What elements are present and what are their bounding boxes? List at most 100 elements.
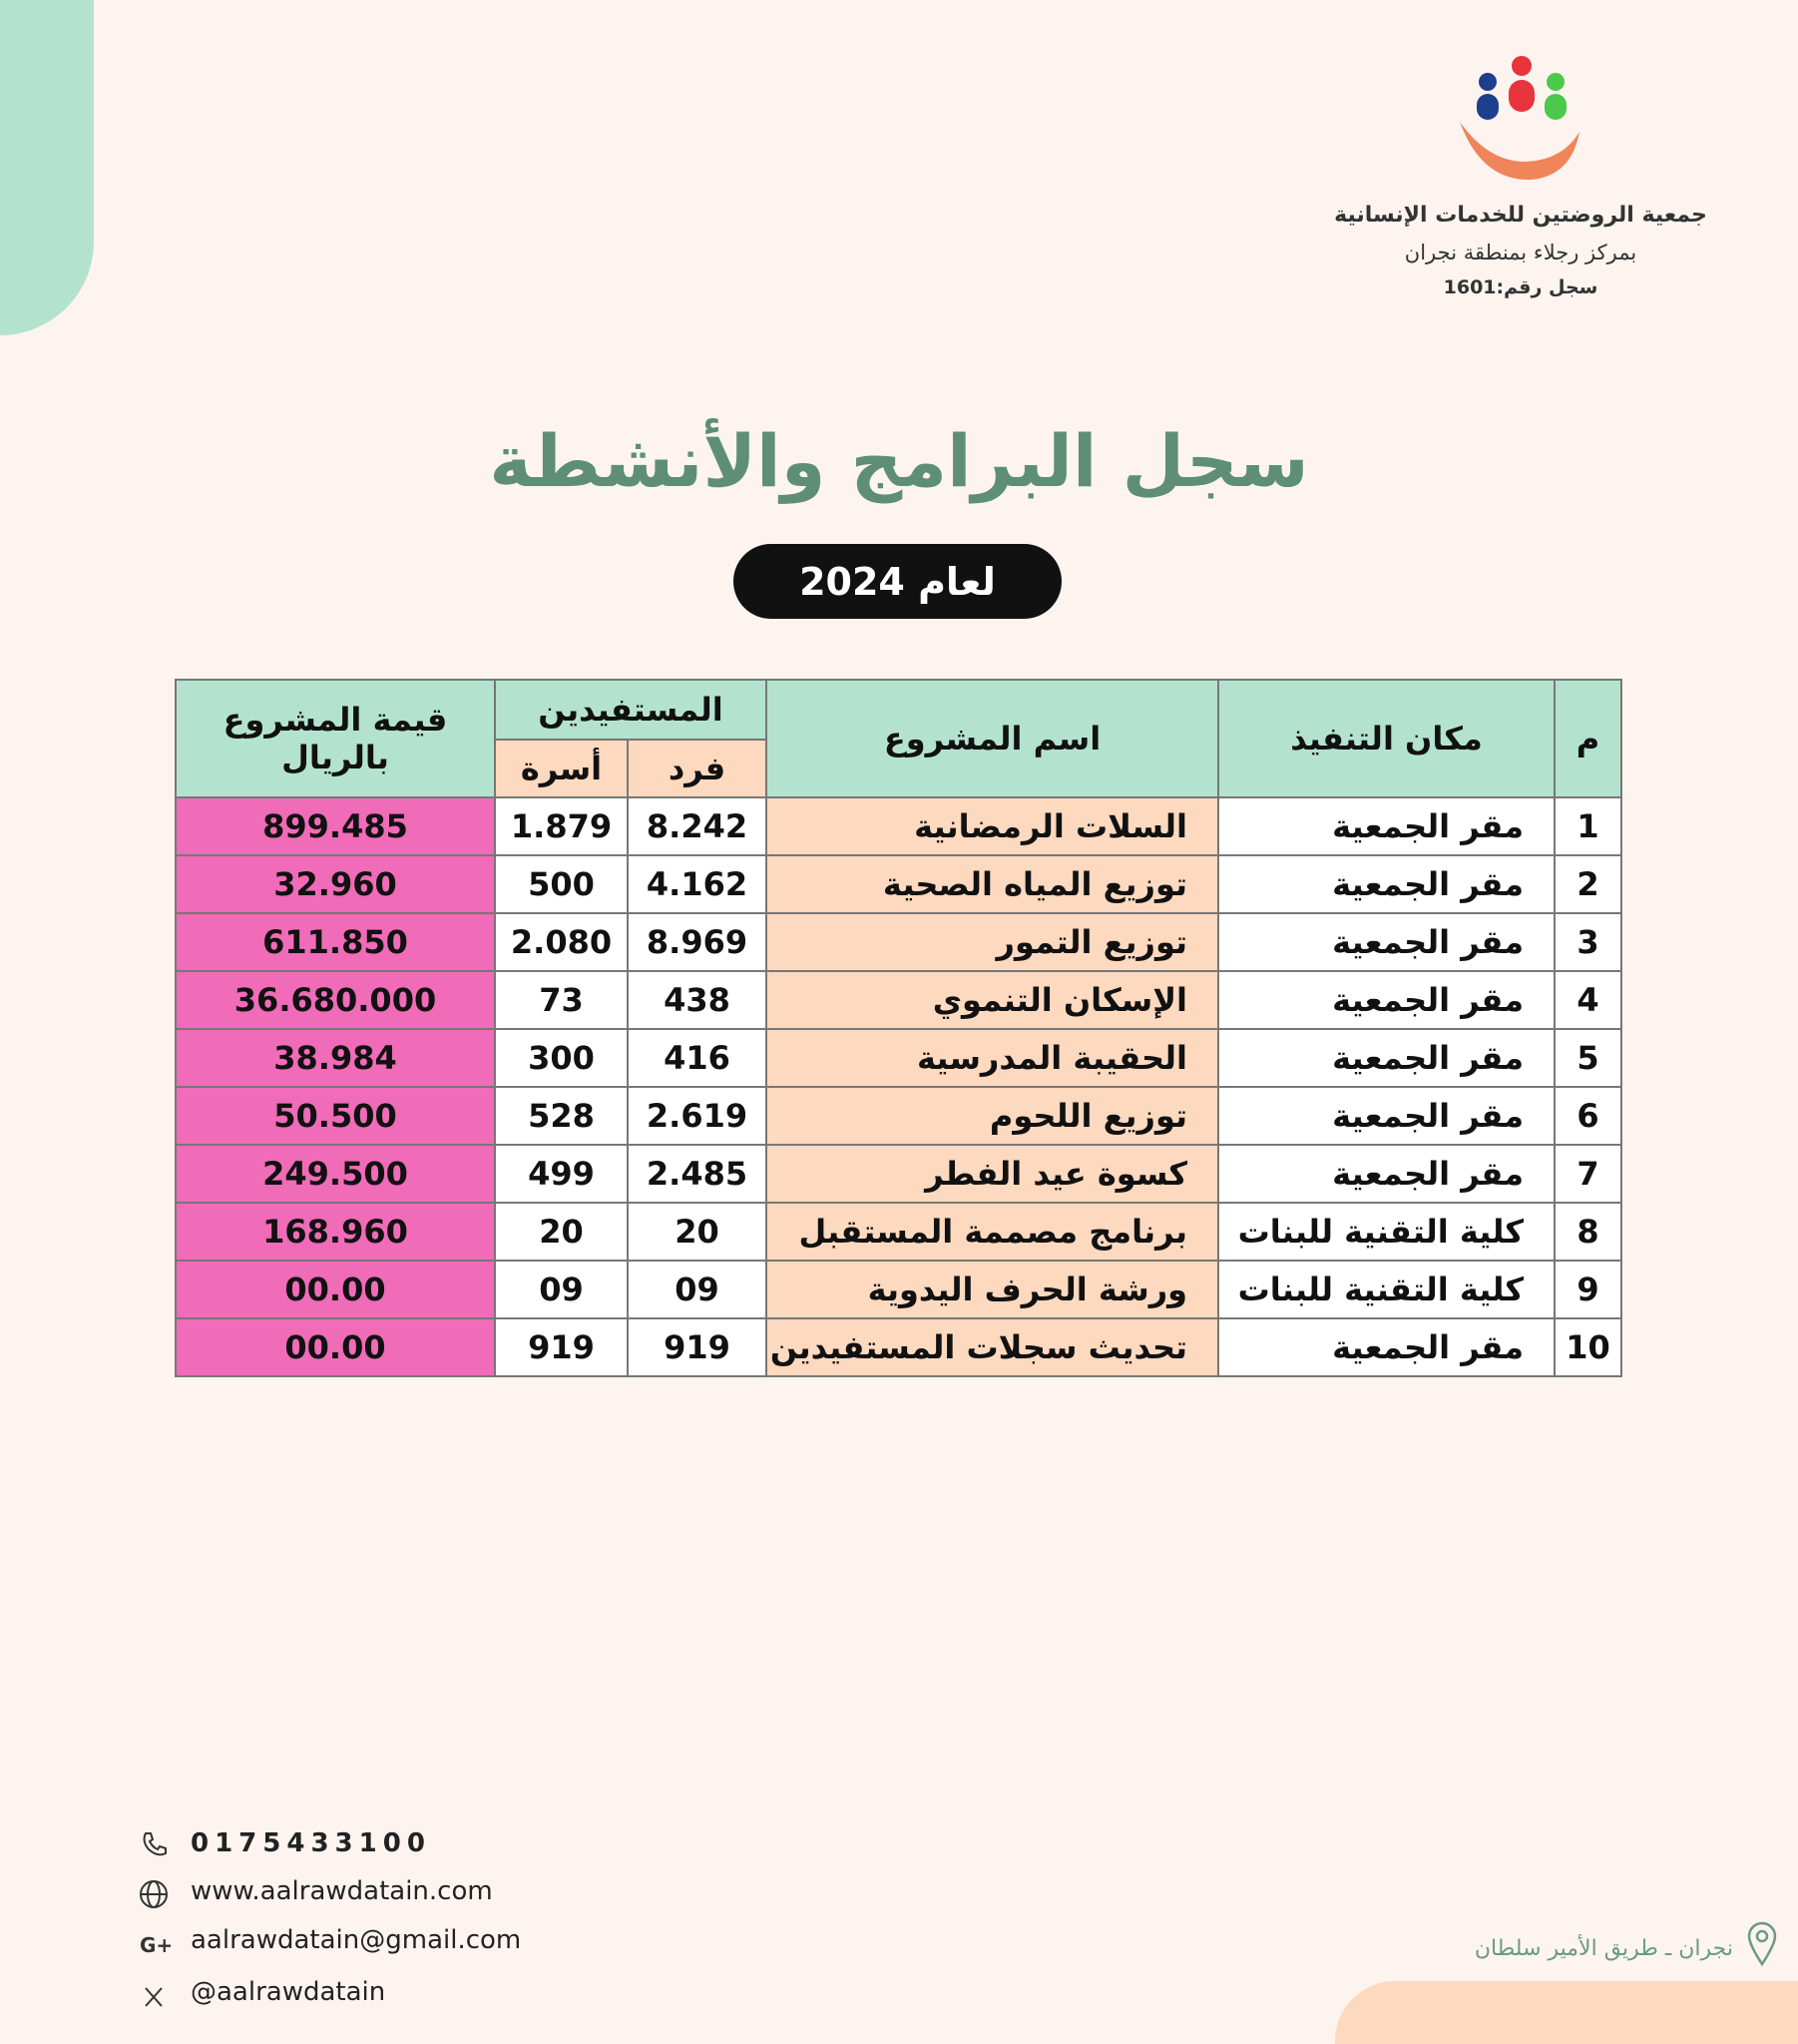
table-cell: 4.162 <box>627 854 768 914</box>
table-cell: 2.619 <box>627 1086 768 1146</box>
table-row: 6 مقر الجمعية توزيع اللحوم 2.619 528 50.500 <box>175 1086 1623 1146</box>
table-cell: 8 <box>1554 1202 1623 1262</box>
table-cell: مقر الجمعية <box>1217 912 1557 972</box>
table-cell: ورشة الحرف اليدوية <box>765 1260 1220 1319</box>
table-row: 3 مقر الجمعية توزيع التمور 8.969 2.080 611.85… <box>175 912 1623 972</box>
phone: 0175433100 <box>191 1828 431 1858</box>
table-cell: توزيع التمور <box>765 912 1220 972</box>
corner-shape <box>1335 1981 1798 2044</box>
web-icon <box>140 1880 168 1908</box>
table-cell: مقر الجمعية <box>1217 796 1557 856</box>
table-cell: 4 <box>1554 970 1623 1030</box>
table-cell: 416 <box>627 1028 768 1088</box>
table-cell: الحقيبة المدرسية <box>765 1028 1220 1088</box>
table-cell: 9 <box>1554 1260 1623 1319</box>
header-cell: مكان التنفيذ <box>1217 679 1557 798</box>
table-cell: 20 <box>493 1202 630 1262</box>
org-branch: بمركز رجلاء بمنطقة نجران <box>1404 241 1637 264</box>
pin-icon <box>1747 1921 1777 1967</box>
table-cell: 73 <box>493 970 630 1030</box>
table-cell: الإسكان التنموي <box>765 970 1220 1030</box>
registration: سجل رقم:1601 <box>1443 276 1598 298</box>
email-icon: G+ <box>140 1933 173 1957</box>
header-line: قيمة المشروع <box>223 701 448 739</box>
header-cell: فرد <box>627 739 768 798</box>
table-cell: 10 <box>1554 1317 1623 1377</box>
table-row: 8 كلية التقنية للبنات برنامج مصممة المستقب… <box>175 1202 1623 1262</box>
table-cell: 38.984 <box>175 1028 496 1088</box>
x-icon <box>145 1987 163 2007</box>
header-cell: المستفيدين <box>493 679 768 741</box>
table-row: 4 مقر الجمعية الإسكان التنموي 438 73 36.680.0… <box>175 970 1623 1030</box>
table-cell: توزيع المياه الصحية <box>765 854 1220 914</box>
table-cell: 899.485 <box>175 796 496 856</box>
table-row: 7 مقر الجمعية كسوة عيد الفطر 2.485 499 249.50… <box>175 1144 1623 1204</box>
table-cell: 1 <box>1554 796 1623 856</box>
corner-shape <box>0 0 94 335</box>
table: م مكان التنفيذ اسم المشروع المستفيدين قي… <box>175 679 1623 1377</box>
table-cell: السلات الرمضانية <box>765 796 1220 856</box>
table-cell: 50.500 <box>175 1086 496 1146</box>
table-cell: 919 <box>627 1317 768 1377</box>
table-cell: 09 <box>493 1260 630 1319</box>
table-cell: توزيع اللحوم <box>765 1086 1220 1146</box>
table-cell: كلية التقنية للبنات <box>1217 1260 1557 1319</box>
table-cell: مقر الجمعية <box>1217 1144 1557 1204</box>
subtitle-text: لعام 2024 <box>799 559 996 604</box>
table-cell: 2.485 <box>627 1144 768 1204</box>
table-cell: مقر الجمعية <box>1217 1028 1557 1088</box>
table-cell: 8.969 <box>627 912 768 972</box>
table-cell: 00.00 <box>175 1260 496 1319</box>
org-name: جمعية الروضتين للخدمات الإنسانية <box>1334 203 1707 228</box>
table-cell: 7 <box>1554 1144 1623 1204</box>
table-cell: 168.960 <box>175 1202 496 1262</box>
table-cell: 919 <box>493 1317 630 1377</box>
table-cell: تحديث سجلات المستفيدين <box>765 1317 1220 1377</box>
table-cell: 8.242 <box>627 796 768 856</box>
table-cell: 5 <box>1554 1028 1623 1088</box>
email: aalrawdatain@gmail.com <box>191 1925 522 1955</box>
table-cell: 611.850 <box>175 912 496 972</box>
table-cell: مقر الجمعية <box>1217 1317 1557 1377</box>
website: www.aalrawdatain.com <box>191 1876 493 1906</box>
subtitle: لعام 2024 <box>733 544 1062 619</box>
table-cell: 1.879 <box>493 796 630 856</box>
table-cell: 500 <box>493 854 630 914</box>
header-line: بالريال <box>281 739 389 776</box>
table-cell: مقر الجمعية <box>1217 1086 1557 1146</box>
table-cell: مقر الجمعية <box>1217 854 1557 914</box>
table-body: 1 مقر الجمعية السلات الرمضانية 8.242 1.879 89… <box>175 796 1623 1377</box>
table-cell: 6 <box>1554 1086 1623 1146</box>
table-cell: 499 <box>493 1144 630 1204</box>
table-cell: مقر الجمعية <box>1217 970 1557 1030</box>
table-row: 2 مقر الجمعية توزيع المياه الصحية 4.162 500 3… <box>175 854 1623 914</box>
table-cell: 300 <box>493 1028 630 1088</box>
table-cell: برنامج مصممة المستقبل <box>765 1202 1220 1262</box>
table-cell: كسوة عيد الفطر <box>765 1144 1220 1204</box>
table-cell: 36.680.000 <box>175 970 496 1030</box>
table-row: 5 مقر الجمعية الحقيبة المدرسية 416 300 38.984 <box>175 1028 1623 1088</box>
table-cell: 20 <box>627 1202 768 1262</box>
table-cell: كلية التقنية للبنات <box>1217 1202 1557 1262</box>
svg-text:G+: G+ <box>140 1933 173 1957</box>
logo <box>1460 56 1579 181</box>
table-row: 10 مقر الجمعية تحديث سجلات المستفيدين 919 91… <box>175 1317 1623 1377</box>
table-cell: 2 <box>1554 854 1623 914</box>
table-cell: 32.960 <box>175 854 496 914</box>
table-cell: 3 <box>1554 912 1623 972</box>
table-cell: 438 <box>627 970 768 1030</box>
x-handle: @aalrawdatain <box>191 1977 386 2007</box>
phone-icon <box>143 1832 167 1856</box>
table-row: 1 مقر الجمعية السلات الرمضانية 8.242 1.879 89… <box>175 796 1623 856</box>
title: سجل البرامج والأنشطة <box>489 419 1309 503</box>
header-cell: اسم المشروع <box>765 679 1220 798</box>
header-cell: قيمة المشروع بالريال <box>175 679 496 798</box>
address: نجران ـ طريق الأمير سلطان <box>1474 1936 1733 1961</box>
table-cell: 00.00 <box>175 1317 496 1377</box>
table-row: 9 كلية التقنية للبنات ورشة الحرف اليدوية 09… <box>175 1260 1623 1319</box>
header-cell: أسرة <box>493 739 630 798</box>
table-cell: 528 <box>493 1086 630 1146</box>
header-cell: م <box>1554 679 1623 798</box>
